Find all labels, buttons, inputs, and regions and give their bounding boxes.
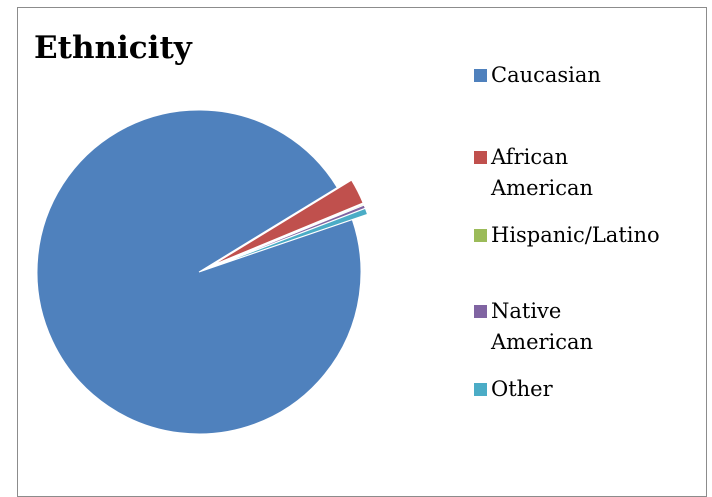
legend-swatch-other xyxy=(474,383,487,396)
pie-slices xyxy=(36,109,368,435)
legend-label-african-american: African American xyxy=(491,145,594,200)
legend-item-african-american: African American xyxy=(474,142,593,204)
legend-swatch-hispanic-latino xyxy=(474,229,487,242)
legend-item-other: Other xyxy=(474,374,553,405)
legend-swatch-caucasian xyxy=(474,69,487,82)
pie-slice-other xyxy=(213,207,368,267)
legend-item-hispanic-latino: Hispanic/Latino xyxy=(474,220,660,251)
legend-swatch-native-american xyxy=(474,305,487,318)
pie-chart xyxy=(36,109,368,435)
legend-label-other: Other xyxy=(491,377,553,401)
chart-title: Ethnicity xyxy=(34,30,192,66)
legend-item-caucasian: Caucasian xyxy=(474,60,601,91)
legend-swatch-african-american xyxy=(474,151,487,164)
legend-item-native-american: Native American xyxy=(474,296,593,358)
legend-label-native-american: Native American xyxy=(491,299,594,354)
pie-slice-native-american xyxy=(213,204,366,267)
pie-slice-caucasian xyxy=(36,109,362,435)
legend-label-hispanic-latino: Hispanic/Latino xyxy=(491,223,660,247)
pie-slice-african-american xyxy=(213,179,364,266)
legend-label-caucasian: Caucasian xyxy=(491,63,601,87)
